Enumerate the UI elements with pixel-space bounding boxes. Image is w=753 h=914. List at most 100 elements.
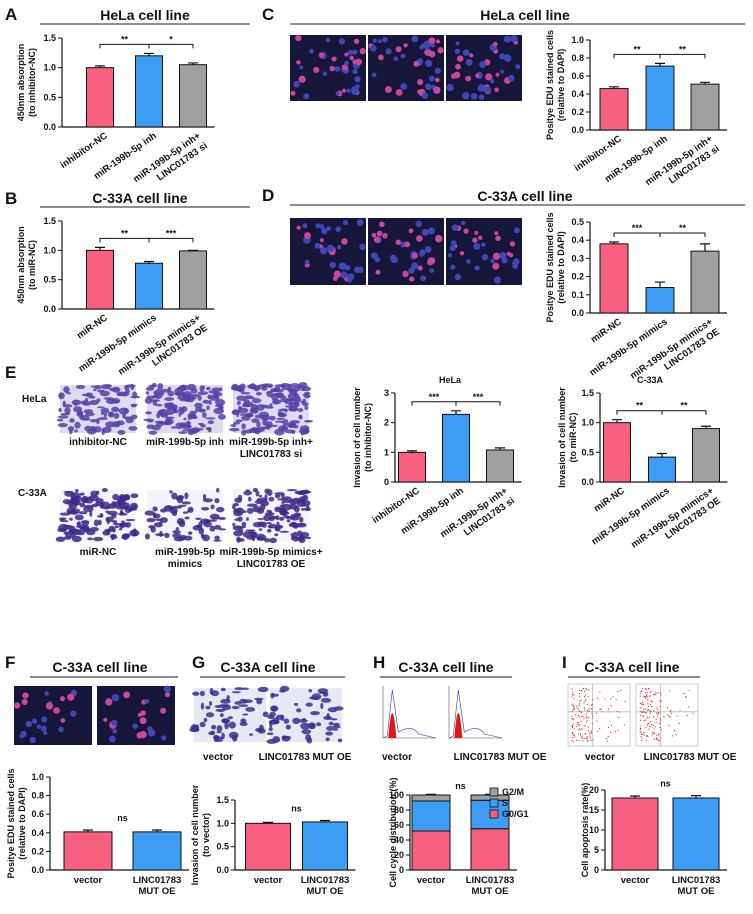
- stained-cell: [301, 729, 312, 735]
- nucleus: [137, 712, 142, 717]
- nucleus: [485, 73, 493, 81]
- x-tick-label: vector: [417, 875, 446, 886]
- event-dot: [663, 716, 665, 718]
- nucleus: [450, 240, 457, 246]
- y-tick-label: 1.0: [571, 35, 584, 45]
- image-caption: vector: [203, 752, 233, 763]
- y-axis-label: Positye EDU stained cells: [545, 30, 555, 140]
- nucleus: [465, 58, 473, 66]
- x-tick-label: miR-199b-5p mimics: [590, 485, 672, 547]
- stained-cell: [202, 493, 207, 501]
- error-bar: [630, 795, 640, 798]
- stained-cell: [296, 708, 302, 713]
- stained-cell: [240, 391, 251, 395]
- stained-cell: [219, 713, 224, 718]
- event-dot: [585, 713, 587, 715]
- nucleus: [421, 228, 429, 236]
- significance-bracket: [659, 232, 706, 238]
- stained-cell: [249, 407, 259, 413]
- y-tick-label: 0.2: [31, 846, 44, 856]
- nucleus: [408, 228, 414, 234]
- nucleus: [344, 52, 349, 57]
- stained-cell: [117, 429, 126, 435]
- stained-cell: [58, 517, 67, 521]
- stained-cell: [71, 535, 82, 543]
- nucleus: [402, 270, 409, 278]
- stained-cell: [100, 407, 110, 414]
- stained-cell: [62, 498, 71, 505]
- stained-cell: [333, 725, 341, 729]
- histogram-peak: [388, 713, 397, 738]
- stained-cell: [238, 704, 249, 708]
- nucleus: [103, 717, 108, 722]
- stained-cell: [230, 424, 237, 428]
- nucleus: [466, 259, 471, 264]
- event-dot: [573, 698, 575, 700]
- y-tick-label: 0.8: [571, 53, 584, 63]
- event-dot: [645, 708, 647, 710]
- event-dot: [583, 690, 586, 693]
- bar-segment: [411, 800, 451, 832]
- stained-cell: [293, 505, 300, 513]
- nucleus: [329, 261, 336, 269]
- event-dot: [572, 723, 574, 725]
- stained-cell: [215, 708, 226, 712]
- y-tick-label: 2: [384, 418, 389, 428]
- nucleus: [304, 259, 310, 265]
- event-dot: [645, 735, 647, 737]
- stained-cell: [93, 388, 97, 392]
- stained-cell: [187, 417, 192, 420]
- nucleus: [481, 242, 486, 247]
- event-dot: [656, 734, 658, 736]
- stained-cell: [245, 706, 256, 712]
- event-dot: [644, 696, 646, 698]
- nucleus: [31, 718, 38, 724]
- stained-cell: [271, 393, 279, 401]
- y-tick-label: 80: [394, 805, 404, 815]
- stained-cell: [228, 721, 236, 729]
- event-dot: [584, 737, 586, 739]
- stained-cell: [255, 391, 262, 396]
- nucleus: [341, 88, 347, 93]
- event-dot: [619, 689, 622, 691]
- event-dot: [675, 734, 677, 736]
- nucleus: [409, 276, 415, 282]
- stained-cell: [211, 724, 217, 730]
- nucleus: [508, 74, 515, 82]
- event-dot: [580, 737, 583, 739]
- nucleus: [503, 54, 512, 62]
- nucleus: [429, 268, 434, 273]
- event-dot: [579, 695, 581, 697]
- bar: [599, 88, 629, 131]
- event-dot: [578, 710, 580, 712]
- error-bar: [655, 281, 665, 288]
- stained-cell: [236, 410, 240, 418]
- nucleus: [378, 54, 384, 61]
- nucleus: [450, 264, 456, 270]
- event-dot: [653, 738, 656, 740]
- stained-cell: [76, 410, 84, 416]
- event-dot: [577, 733, 580, 735]
- stained-cell: [58, 407, 62, 413]
- nucleus: [417, 78, 424, 86]
- nucleus: [318, 52, 325, 58]
- histogram-curve: [382, 689, 437, 739]
- stained-cell: [281, 501, 285, 504]
- nucleus: [510, 34, 518, 43]
- event-dot: [641, 704, 643, 706]
- panel-letter: F: [5, 653, 15, 672]
- stained-cell: [175, 527, 180, 531]
- error-bar: [701, 425, 711, 429]
- significance-label: **: [121, 228, 129, 238]
- nucleus: [326, 244, 335, 252]
- y-tick-label: 1.5: [43, 33, 56, 43]
- stained-cell: [192, 723, 196, 730]
- y-axis-label: (to miR-NC): [27, 240, 37, 290]
- image-caption: vector: [382, 752, 412, 763]
- nucleus: [349, 55, 354, 61]
- nucleus: [44, 691, 49, 696]
- stained-cell: [235, 507, 245, 515]
- y-tick-label: 20: [394, 850, 404, 860]
- bar-segment: [470, 828, 510, 871]
- stained-cell: [289, 383, 300, 388]
